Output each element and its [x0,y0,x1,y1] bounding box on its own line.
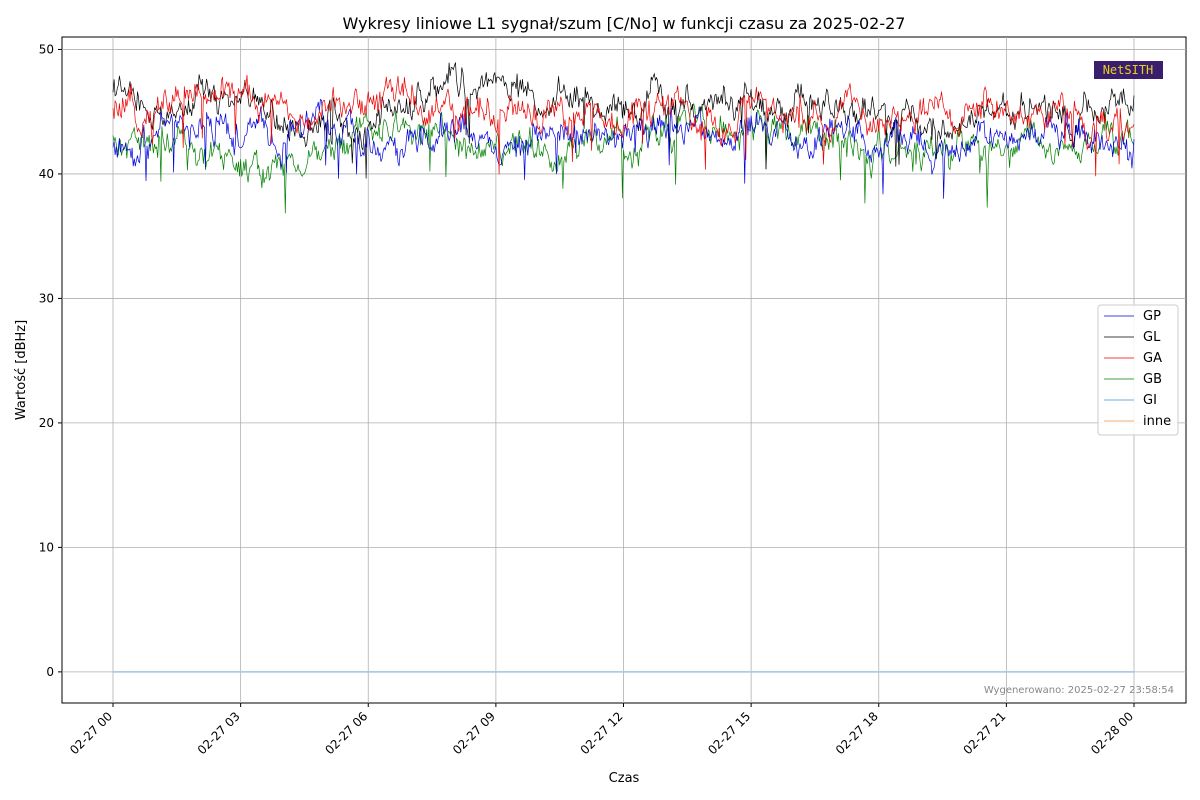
y-tick-label: 50 [39,42,54,56]
generated-timestamp: Wygenerowano: 2025-02-27 23:58:54 [984,685,1174,696]
series-line-gl [112,62,1135,179]
legend-label-gb: GB [1143,372,1162,387]
x-tick-label: 02-27 18 [833,709,881,757]
y-tick-label: 40 [39,167,54,181]
series-line-gp [112,98,1135,199]
legend-label-gi: GI [1143,393,1157,408]
legend: GP GL GA GB GI inne [1097,304,1179,436]
x-tick-label: 02-27 09 [450,709,498,757]
logo-badge: NetSITH [1094,61,1163,79]
x-tick-label: 02-27 06 [322,709,370,757]
legend-label-gp: GP [1143,309,1161,324]
y-tick-label: 0 [46,665,54,679]
x-tick-label: 02-27 00 [67,709,115,757]
x-tick-label: 02-27 03 [195,709,243,757]
y-tick-label: 10 [39,540,54,554]
axis-ticks: 0 10 20 30 40 50 02-27 00 02-27 03 02-27 06 02-27… [39,42,1136,757]
series-lines [112,62,1135,673]
grid-lines [62,37,1186,703]
x-tick-label: 02-27 12 [578,709,626,757]
x-axis-label: Czas [609,771,640,786]
logo-background [1094,61,1163,79]
x-tick-label: 02-27 15 [705,709,753,757]
legend-label-ga: GA [1143,351,1162,366]
y-tick-label: 30 [39,291,54,305]
legend-label-gl: GL [1143,330,1161,345]
legend-label-inne: inne [1143,414,1171,429]
x-tick-label: 02-28 00 [1088,709,1136,757]
plot-frame [61,36,1187,704]
y-axis-label: Wartość [dBHz] [14,320,29,420]
legend-box [1097,304,1179,436]
chart-title: Wykresy liniowe L1 sygnał/szum [C/No] w … [343,14,906,33]
series-line-ga [112,74,1135,177]
y-tick-label: 20 [39,416,54,430]
x-tick-label: 02-27 21 [960,709,1008,757]
logo-text: NetSITH [1103,63,1154,77]
